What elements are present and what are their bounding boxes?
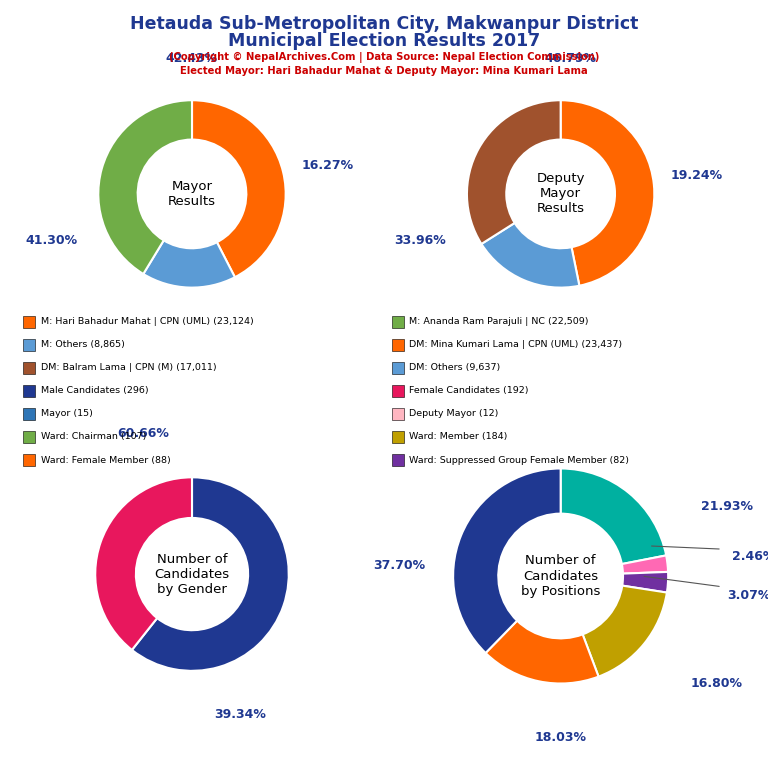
Text: M: Others (8,865): M: Others (8,865) — [41, 340, 124, 349]
Text: DM: Mina Kumari Lama | CPN (UML) (23,437): DM: Mina Kumari Lama | CPN (UML) (23,437… — [409, 340, 623, 349]
Text: Female Candidates (192): Female Candidates (192) — [409, 386, 529, 396]
Wedge shape — [132, 478, 289, 670]
Text: (Copyright © NepalArchives.Com | Data Source: Nepal Election Commission): (Copyright © NepalArchives.Com | Data So… — [169, 51, 599, 62]
Text: Hetauda Sub-Metropolitan City, Makwanpur District: Hetauda Sub-Metropolitan City, Makwanpur… — [130, 15, 638, 33]
Text: 37.70%: 37.70% — [373, 559, 425, 571]
Text: 60.66%: 60.66% — [118, 427, 170, 440]
Text: Ward: Member (184): Ward: Member (184) — [409, 432, 508, 442]
Text: DM: Balram Lama | CPN (M) (17,011): DM: Balram Lama | CPN (M) (17,011) — [41, 363, 217, 372]
Text: Deputy Mayor (12): Deputy Mayor (12) — [409, 409, 498, 419]
Wedge shape — [192, 101, 286, 277]
Text: Municipal Election Results 2017: Municipal Election Results 2017 — [228, 32, 540, 50]
Text: 21.93%: 21.93% — [701, 500, 753, 512]
Text: Elected Mayor: Hari Bahadur Mahat & Deputy Mayor: Mina Kumari Lama: Elected Mayor: Hari Bahadur Mahat & Depu… — [180, 66, 588, 76]
Text: 16.27%: 16.27% — [302, 159, 354, 172]
Text: 19.24%: 19.24% — [670, 169, 723, 182]
Text: 33.96%: 33.96% — [394, 234, 446, 247]
Text: Ward: Suppressed Group Female Member (82): Ward: Suppressed Group Female Member (82… — [409, 455, 629, 465]
Text: M: Ananda Ram Parajuli | NC (22,509): M: Ananda Ram Parajuli | NC (22,509) — [409, 317, 589, 326]
Wedge shape — [482, 223, 579, 287]
Wedge shape — [622, 572, 668, 593]
Text: Mayor
Results: Mayor Results — [168, 180, 216, 208]
Text: Mayor (15): Mayor (15) — [41, 409, 93, 419]
Text: DM: Others (9,637): DM: Others (9,637) — [409, 363, 501, 372]
Wedge shape — [583, 586, 667, 677]
Wedge shape — [485, 621, 598, 684]
Text: 46.79%: 46.79% — [544, 51, 596, 65]
Text: Ward: Female Member (88): Ward: Female Member (88) — [41, 455, 170, 465]
Wedge shape — [467, 101, 561, 244]
Wedge shape — [453, 468, 561, 653]
Text: Deputy
Mayor
Results: Deputy Mayor Results — [536, 173, 585, 215]
Wedge shape — [622, 555, 668, 574]
Wedge shape — [98, 101, 192, 274]
Wedge shape — [561, 101, 654, 286]
Text: 18.03%: 18.03% — [535, 731, 587, 743]
Text: 3.07%: 3.07% — [727, 589, 768, 602]
Text: Male Candidates (296): Male Candidates (296) — [41, 386, 148, 396]
Text: 2.46%: 2.46% — [733, 550, 768, 563]
Text: Number of
Candidates
by Gender: Number of Candidates by Gender — [154, 553, 230, 595]
Text: 39.34%: 39.34% — [214, 708, 266, 721]
Text: 42.43%: 42.43% — [166, 51, 218, 65]
Text: 16.80%: 16.80% — [690, 677, 743, 690]
Wedge shape — [561, 468, 666, 564]
Text: M: Hari Bahadur Mahat | CPN (UML) (23,124): M: Hari Bahadur Mahat | CPN (UML) (23,12… — [41, 317, 253, 326]
Text: 41.30%: 41.30% — [25, 234, 78, 247]
Text: Ward: Chairman (107): Ward: Chairman (107) — [41, 432, 146, 442]
Wedge shape — [144, 240, 235, 287]
Text: Number of
Candidates
by Positions: Number of Candidates by Positions — [521, 554, 601, 598]
Wedge shape — [95, 478, 192, 650]
